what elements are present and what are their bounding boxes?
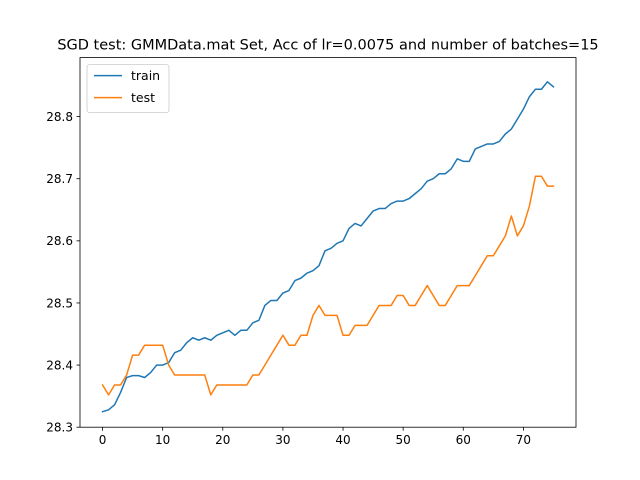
legend-label-train: train [131, 68, 160, 83]
plot-area: 0 10 20 30 40 50 60 70 28.3 28.4 28.5 28.6 28.7 28.8 t… [46, 57, 577, 447]
y-tick-label: 28.8 [46, 110, 73, 124]
y-tick-label: 28.3 [46, 421, 73, 435]
y-tick-label: 28.5 [46, 296, 73, 310]
legend-label-test: test [131, 90, 155, 105]
x-tick-label: 0 [99, 433, 107, 447]
axes-frame [79, 57, 577, 428]
legend-box [86, 64, 170, 113]
x-tick-label: 10 [155, 433, 170, 447]
x-tick-label: 30 [275, 433, 290, 447]
y-tick-label: 28.4 [46, 358, 73, 372]
x-tick-label: 20 [215, 433, 230, 447]
series-line-train [101, 81, 555, 413]
y-tick-label: 28.6 [46, 234, 73, 248]
chart-title: SGD test: GMMData.mat Set, Acc of lr=0.0… [57, 38, 598, 54]
x-tick-label: 70 [516, 433, 531, 447]
x-tick-label: 60 [456, 433, 471, 447]
series-line-test [101, 175, 555, 396]
x-tick-label: 40 [335, 433, 350, 447]
y-tick-label: 28.7 [46, 172, 73, 186]
x-tick-label: 50 [396, 433, 411, 447]
